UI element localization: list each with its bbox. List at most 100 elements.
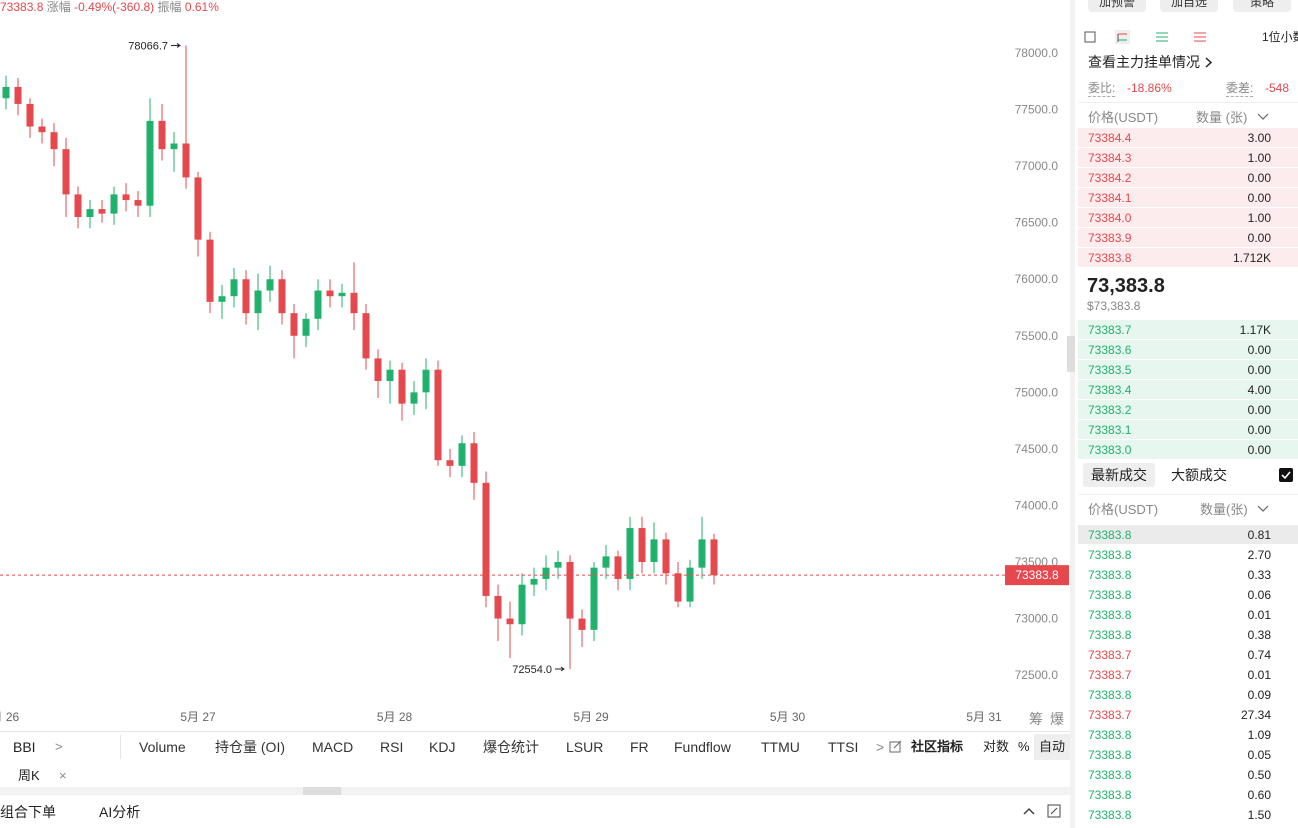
indicator[interactable]: FR xyxy=(630,739,649,755)
book-qty: 0.00 xyxy=(1247,443,1271,457)
trade-qty: 0.74 xyxy=(1247,648,1271,662)
book-qty: 0.00 xyxy=(1247,231,1271,245)
close[interactable]: × xyxy=(59,768,67,783)
trade-price: 73383.8 xyxy=(1088,768,1132,782)
trade-tab[interactable]: 大额成交 xyxy=(1171,467,1227,483)
header[interactable]: 数量(张) xyxy=(1200,502,1248,517)
chevron[interactable]: > xyxy=(55,739,63,754)
book-price: 73383.5 xyxy=(1088,363,1132,377)
book-qty: 4.00 xyxy=(1247,383,1271,397)
trade-price: 73383.8 xyxy=(1088,808,1132,822)
book-qty: 0.00 xyxy=(1247,363,1271,377)
candle-body xyxy=(26,103,34,127)
button[interactable]: 策略 xyxy=(1233,0,1291,12)
y-tick-label: 74500.0 xyxy=(1015,442,1059,456)
book-row: 73384.3 1.00 xyxy=(1078,148,1298,167)
extreme-label: 72554.0 xyxy=(512,664,552,676)
trade-row: 73383.8 2.70 xyxy=(1078,545,1298,564)
status-label: 振幅 xyxy=(157,0,182,14)
trade-row: 73383.8 0.60 xyxy=(1078,785,1298,804)
trade-qty: 2.70 xyxy=(1247,548,1271,562)
book-qty: 0.00 xyxy=(1247,171,1271,185)
candle-body xyxy=(494,595,502,619)
log-toggle[interactable]: 对数 xyxy=(983,739,1010,754)
trade-tab[interactable]: 最新成交 xyxy=(1083,463,1155,487)
candle-body xyxy=(566,562,574,619)
decimals[interactable]: 1位小数 xyxy=(1262,31,1298,43)
trade-row: 73383.8 1.09 xyxy=(1078,725,1298,744)
y-tick-label: 74000.0 xyxy=(1015,498,1059,512)
expand-icon[interactable] xyxy=(1022,806,1036,816)
indicator[interactable]: KDJ xyxy=(429,739,456,755)
candle-body xyxy=(530,578,538,585)
button[interactable]: 加自选 xyxy=(1160,0,1218,12)
indicator[interactable]: BBI xyxy=(13,739,36,755)
candle-body xyxy=(446,460,454,466)
candle-body xyxy=(398,369,406,404)
candle-body xyxy=(518,584,526,625)
main-orders-link[interactable]: 查看主力挂单情况 xyxy=(1088,54,1200,70)
ratio: -18.86% xyxy=(1127,81,1172,95)
axis-tool[interactable]: 筹 xyxy=(1029,711,1043,727)
indicator[interactable]: TTSI xyxy=(828,739,859,755)
period[interactable]: 周K xyxy=(18,768,40,783)
candle-body xyxy=(158,120,166,150)
header: 价格(USDT) xyxy=(1088,110,1159,125)
percent-toggle[interactable]: % xyxy=(1018,739,1030,754)
book-row: 73383.0 0.00 xyxy=(1078,440,1298,459)
book-price: 73383.8 xyxy=(1088,251,1132,265)
candle-body xyxy=(710,539,718,576)
candle-body xyxy=(578,618,586,630)
indicator[interactable]: 爆仓统计 xyxy=(483,739,539,755)
trade-row: 73383.8 0.50 xyxy=(1078,765,1298,784)
book-qty: 3.00 xyxy=(1247,131,1271,145)
panel-divider xyxy=(1070,0,1075,828)
trade-price: 73383.8 xyxy=(1088,608,1132,622)
book-view-icons[interactable] xyxy=(1084,30,1214,44)
fullscreen-icon[interactable] xyxy=(1047,804,1061,818)
bottom-tab[interactable]: AI分析 xyxy=(99,804,141,820)
indicator[interactable]: 持仓量 (OI) xyxy=(215,739,285,755)
chevron[interactable] xyxy=(1257,505,1269,513)
indicator[interactable]: Volume xyxy=(139,739,186,755)
indicator[interactable]: > xyxy=(876,739,885,755)
candle-body xyxy=(542,567,550,579)
extreme-annotation: 72554.0 xyxy=(512,664,565,676)
book-row: 73383.2 0.00 xyxy=(1078,400,1298,419)
indicator[interactable]: TTMU xyxy=(761,739,800,755)
candle-body xyxy=(278,279,286,314)
book-row: 73383.5 0.00 xyxy=(1078,360,1298,379)
book-price: 73384.1 xyxy=(1088,191,1132,205)
indicator[interactable]: MACD xyxy=(312,739,354,755)
edit-icon[interactable] xyxy=(889,740,902,753)
indicator[interactable]: LSUR xyxy=(566,739,604,755)
auto-toggle[interactable]: 自动 xyxy=(1034,734,1070,760)
bottom-tab[interactable]: 组合下单 xyxy=(0,804,56,820)
candle-body xyxy=(554,562,562,568)
splitter-handle[interactable] xyxy=(303,787,341,795)
indicator[interactable]: RSI xyxy=(380,739,404,755)
chevron[interactable] xyxy=(1204,56,1214,69)
community[interactable]: 社区指标 xyxy=(911,739,964,754)
trade-price: 73383.7 xyxy=(1088,668,1132,682)
chevron[interactable] xyxy=(1257,113,1269,121)
trade-qty: 0.38 xyxy=(1247,628,1271,642)
y-tick-label: 77500.0 xyxy=(1015,103,1059,117)
x-tick-label: 5月 30 xyxy=(770,710,806,724)
divider xyxy=(1078,494,1298,495)
collapse-handle[interactable] xyxy=(1067,336,1075,372)
axis-tool[interactable]: 爆 xyxy=(1050,711,1064,727)
trade-qty: 0.01 xyxy=(1247,608,1271,622)
trade-row: 73383.8 0.05 xyxy=(1078,745,1298,764)
divider xyxy=(1078,102,1298,103)
book-row: 73384.4 3.00 xyxy=(1078,128,1298,147)
button[interactable]: 加预警 xyxy=(1088,0,1146,12)
indicator[interactable]: Fundflow xyxy=(674,739,731,755)
book-qty: 1.17K xyxy=(1239,323,1271,337)
header[interactable]: 数量 (张) xyxy=(1196,110,1248,125)
book-row: 73384.0 1.00 xyxy=(1078,208,1298,227)
divider xyxy=(0,731,1070,732)
checkbox[interactable] xyxy=(1279,468,1293,482)
trade-qty: 0.06 xyxy=(1247,588,1271,602)
diff-label: 委差: xyxy=(1226,81,1254,97)
